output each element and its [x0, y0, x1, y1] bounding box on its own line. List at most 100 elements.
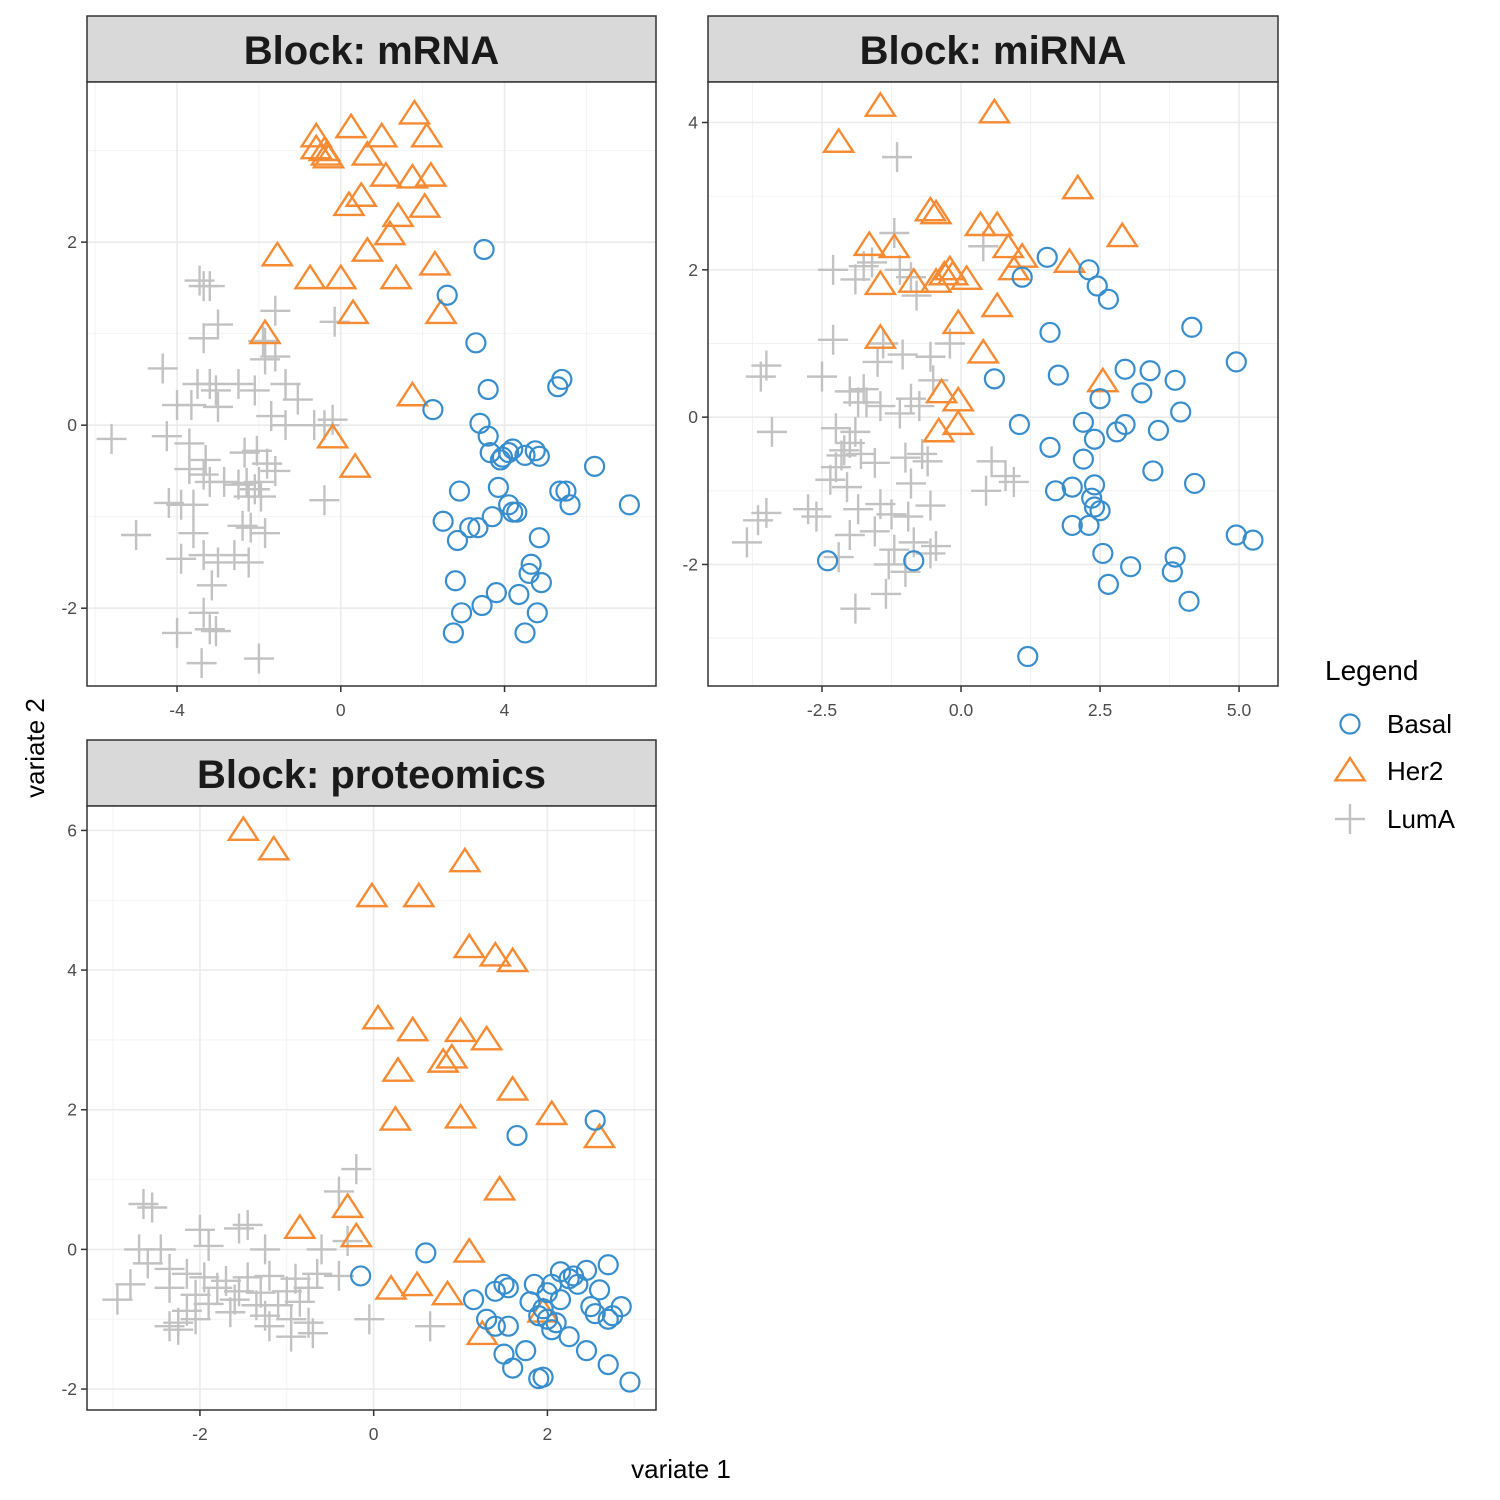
point-basal	[528, 527, 550, 549]
point-basal	[555, 480, 577, 502]
point-luma	[223, 369, 254, 399]
point-basal	[1083, 474, 1106, 496]
point-luma	[250, 344, 281, 375]
point-her2	[400, 1270, 434, 1297]
point-luma	[998, 466, 1029, 497]
point-luma	[194, 369, 225, 399]
point-luma	[254, 1311, 285, 1342]
point-her2	[339, 1221, 374, 1248]
point-her2	[338, 452, 372, 478]
point-basal	[432, 510, 454, 532]
panel-mrna: Block: mRNA -4 0 4 -2 0 2	[61, 15, 657, 720]
point-her2	[1052, 247, 1087, 274]
point-luma	[232, 1262, 263, 1293]
point-her2	[336, 298, 370, 325]
panel-proteomics-title: Block: proteomics	[197, 753, 546, 797]
point-her2	[941, 308, 976, 335]
x-tick-label: 4	[500, 700, 510, 720]
point-luma	[848, 251, 879, 282]
point-basal	[446, 529, 469, 552]
point-luma	[848, 374, 879, 405]
point-basal	[584, 1109, 606, 1131]
point-basal	[575, 1340, 598, 1362]
point-her2	[452, 1236, 487, 1263]
point-her2	[469, 1024, 504, 1051]
point-basal	[436, 284, 458, 306]
point-luma	[829, 435, 860, 466]
point-basal	[444, 570, 467, 592]
legend-label-her2: Her2	[1387, 756, 1443, 786]
point-luma	[859, 516, 890, 547]
point-luma	[252, 448, 283, 479]
point-basal	[983, 368, 1005, 390]
point-luma	[857, 247, 888, 278]
y-tick-label: 4	[688, 113, 698, 133]
point-luma	[260, 295, 291, 326]
point-basal	[1039, 436, 1061, 458]
x-tick-label: 0	[336, 700, 346, 720]
point-luma	[186, 648, 217, 679]
point-her2	[482, 1174, 517, 1201]
point-luma	[807, 361, 837, 392]
point-luma	[743, 505, 774, 536]
point-basal	[442, 622, 464, 644]
point-basal	[1225, 351, 1247, 373]
point-basal	[1072, 411, 1094, 433]
point-luma	[202, 1272, 233, 1303]
point-luma	[178, 489, 209, 520]
point-basal	[597, 1354, 619, 1376]
point-luma	[162, 617, 193, 648]
legend-key-basal	[1339, 713, 1361, 735]
point-luma	[115, 1269, 146, 1300]
point-basal	[1089, 388, 1111, 410]
point-basal	[547, 376, 569, 398]
point-luma	[756, 416, 787, 447]
point-luma	[354, 1304, 385, 1335]
point-basal	[422, 399, 444, 421]
point-basal	[467, 517, 489, 539]
point-her2	[452, 932, 487, 959]
panel-proteomics: Block: proteomics -2 0 2 -2 0 2 4 6	[61, 739, 657, 1444]
point-luma	[832, 472, 863, 503]
point-luma	[915, 490, 946, 521]
point-basal	[1017, 645, 1039, 668]
point-her2	[283, 1213, 317, 1240]
point-basal	[526, 602, 548, 624]
panel-mrna-title: Block: mRNA	[244, 29, 500, 73]
point-her2	[991, 232, 1026, 259]
point-her2	[248, 318, 282, 345]
point-her2	[350, 236, 385, 262]
point-basal	[536, 1282, 559, 1304]
point-basal	[485, 582, 507, 604]
y-tick-label: 0	[67, 1239, 77, 1259]
point-basal	[1044, 480, 1067, 502]
panel-proteomics-y-axis: -2 0 2 4 6	[61, 820, 87, 1399]
point-luma	[102, 1284, 133, 1315]
point-her2	[324, 263, 358, 290]
point-luma	[895, 262, 926, 293]
legend: Legend Basal Her2 LumA	[1325, 655, 1456, 834]
point-basal	[514, 622, 536, 644]
x-tick-label: 5.0	[1227, 700, 1252, 720]
point-her2	[980, 210, 1014, 237]
point-basal	[1061, 476, 1083, 498]
point-basal	[1097, 288, 1119, 310]
y-tick-label: -2	[61, 598, 77, 618]
x-tick-label: -4	[169, 700, 185, 720]
point-basal	[515, 1340, 537, 1362]
point-basal	[597, 1308, 619, 1330]
point-luma	[284, 1286, 315, 1317]
point-her2	[311, 142, 346, 169]
point-her2	[534, 1099, 569, 1126]
point-basal	[497, 1315, 519, 1337]
point-luma	[233, 547, 264, 578]
point-luma	[227, 510, 258, 541]
point-luma	[239, 375, 270, 406]
point-basal	[1086, 275, 1108, 297]
point-her2	[409, 121, 444, 148]
panel-mrna-border	[86, 81, 657, 687]
point-luma	[793, 494, 824, 525]
point-luma	[884, 398, 915, 429]
point-basal	[588, 1279, 611, 1301]
point-luma	[188, 597, 219, 628]
